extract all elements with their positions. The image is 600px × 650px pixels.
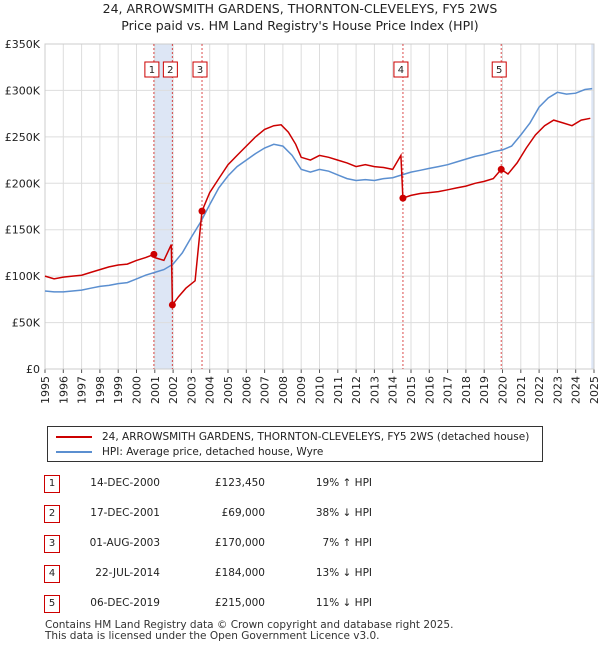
x-tick-label: 1995 xyxy=(39,376,52,404)
x-tick-label: 2004 xyxy=(204,376,217,404)
y-tick-label: £50K xyxy=(12,317,41,330)
sale-marker-label: 5 xyxy=(44,595,60,613)
sale-marker-label: 1 xyxy=(44,475,60,493)
x-tick-label: 2006 xyxy=(240,376,253,404)
x-tick-label: 2011 xyxy=(332,376,345,404)
footer-copyright: Contains HM Land Registry data © Crown c… xyxy=(45,619,454,631)
legend-item-property: 24, ARROWSMITH GARDENS, THORNTON-CLEVELE… xyxy=(56,430,529,444)
x-tick-label: 2008 xyxy=(277,376,290,404)
table-row: 2 17-DEC-2001 £69,000 38% ↓ HPI xyxy=(0,505,600,523)
x-tick-label: 2000 xyxy=(131,376,144,404)
legend: 24, ARROWSMITH GARDENS, THORNTON-CLEVELE… xyxy=(47,426,543,462)
sale-date: 14-DEC-2000 xyxy=(90,477,160,489)
y-tick-label: £250K xyxy=(5,131,41,144)
price-chart: £0 £50K £100K £150K £200K £250K £300K £350K 1995… xyxy=(5,38,600,404)
x-tick-label: 2020 xyxy=(497,376,510,404)
x-tick-label: 2017 xyxy=(442,376,455,404)
footer-license: This data is licensed under the Open Gov… xyxy=(45,630,380,642)
y-tick-label: £300K xyxy=(5,84,41,97)
legend-swatch-hpi xyxy=(56,451,92,453)
sale-price: £123,450 xyxy=(214,477,265,489)
x-tick-label: 2024 xyxy=(570,376,583,404)
sale-price: £170,000 xyxy=(214,537,265,549)
x-tick-label: 2001 xyxy=(149,376,162,404)
shaded-range xyxy=(591,44,594,369)
x-tick-label: 1998 xyxy=(94,376,107,404)
plot-frame xyxy=(44,43,595,370)
sale-point xyxy=(150,250,158,258)
x-tick-label: 2022 xyxy=(533,376,546,404)
x-tick-label: 2025 xyxy=(588,376,600,404)
sale-hpi-diff: 19% ↑ HPI xyxy=(315,477,372,489)
sale-point xyxy=(399,194,407,202)
sale-marker-label: 2 xyxy=(44,505,60,523)
sale-date: 01-AUG-2003 xyxy=(89,537,160,549)
y-tick-label: £200K xyxy=(5,177,41,190)
x-tick-label: 2019 xyxy=(478,376,491,404)
x-tick-label: 2005 xyxy=(222,376,235,404)
x-tick-label: 2013 xyxy=(368,376,381,404)
legend-label-property: 24, ARROWSMITH GARDENS, THORNTON-CLEVELE… xyxy=(102,431,530,443)
sale-price: £184,000 xyxy=(214,567,265,579)
x-tick-label: 2021 xyxy=(515,376,528,404)
sale-price: £215,000 xyxy=(214,597,265,609)
series-line-property xyxy=(44,117,591,308)
sale-marker-box xyxy=(192,61,208,78)
x-tick-label: 2007 xyxy=(259,376,272,404)
sale-marker-label: 5 xyxy=(496,65,502,76)
y-tick-label: £0 xyxy=(26,363,40,376)
sale-marker-label: 3 xyxy=(44,535,60,553)
sale-marker-label: 1 xyxy=(149,65,155,76)
legend-swatch-property xyxy=(56,436,92,438)
x-tick-label: 2014 xyxy=(387,376,400,404)
sale-date: 22-JUL-2014 xyxy=(95,567,160,579)
y-tick-label: £150K xyxy=(5,224,41,237)
sale-hpi-diff: 11% ↓ HPI xyxy=(315,597,372,609)
table-row: 5 06-DEC-2019 £215,000 11% ↓ HPI xyxy=(0,595,600,613)
sale-marker-label: 4 xyxy=(44,565,60,583)
x-tick-label: 2009 xyxy=(295,376,308,404)
sale-hpi-diff: 7% ↑ HPI xyxy=(322,537,372,549)
table-row: 1 14-DEC-2000 £123,450 19% ↑ HPI xyxy=(0,475,600,493)
x-tick-label: 2015 xyxy=(405,376,418,404)
x-tick-label: 2016 xyxy=(423,376,436,404)
sale-hpi-diff: 38% ↓ HPI xyxy=(315,507,372,519)
y-tick-label: £100K xyxy=(5,270,41,283)
series-line-hpi xyxy=(44,87,593,293)
sale-marker-label: 2 xyxy=(167,65,173,76)
x-tick-label: 2002 xyxy=(167,376,180,404)
sale-point xyxy=(497,165,505,173)
sale-date: 17-DEC-2001 xyxy=(90,507,160,519)
sale-point xyxy=(168,301,176,309)
x-tick-label: 2010 xyxy=(314,376,327,404)
sale-marker-label: 4 xyxy=(398,65,404,76)
sale-date: 06-DEC-2019 xyxy=(90,597,160,609)
x-tick-label: 2018 xyxy=(460,376,473,404)
legend-label-hpi: HPI: Average price, detached house, Wyre xyxy=(102,446,324,458)
shaded-range xyxy=(153,44,173,369)
x-tick-label: 2003 xyxy=(185,376,198,404)
y-tick-label: £350K xyxy=(5,38,41,51)
x-tick-label: 2012 xyxy=(350,376,363,404)
x-tick-label: 1999 xyxy=(112,376,125,404)
sale-marker-box xyxy=(162,61,178,78)
x-tick-label: 2023 xyxy=(551,376,564,404)
x-tick-label: 1997 xyxy=(76,376,89,404)
sale-marker-box xyxy=(491,61,507,78)
sale-price: £69,000 xyxy=(221,507,265,519)
table-row: 4 22-JUL-2014 £184,000 13% ↓ HPI xyxy=(0,565,600,583)
sale-marker-label: 3 xyxy=(197,65,203,76)
footer: Contains HM Land Registry data © Crown c… xyxy=(45,620,453,642)
chart-title: 24, ARROWSMITH GARDENS, THORNTON-CLEVELE… xyxy=(102,1,498,16)
legend-item-hpi: HPI: Average price, detached house, Wyre xyxy=(56,445,323,459)
sale-point xyxy=(198,207,206,215)
table-row: 3 01-AUG-2003 £170,000 7% ↑ HPI xyxy=(0,535,600,553)
sale-marker-box xyxy=(144,61,160,78)
sale-hpi-diff: 13% ↓ HPI xyxy=(315,567,372,579)
chart-subtitle: Price paid vs. HM Land Registry's House … xyxy=(121,18,479,33)
x-tick-label: 1996 xyxy=(57,376,70,404)
sale-marker-box xyxy=(393,61,409,78)
